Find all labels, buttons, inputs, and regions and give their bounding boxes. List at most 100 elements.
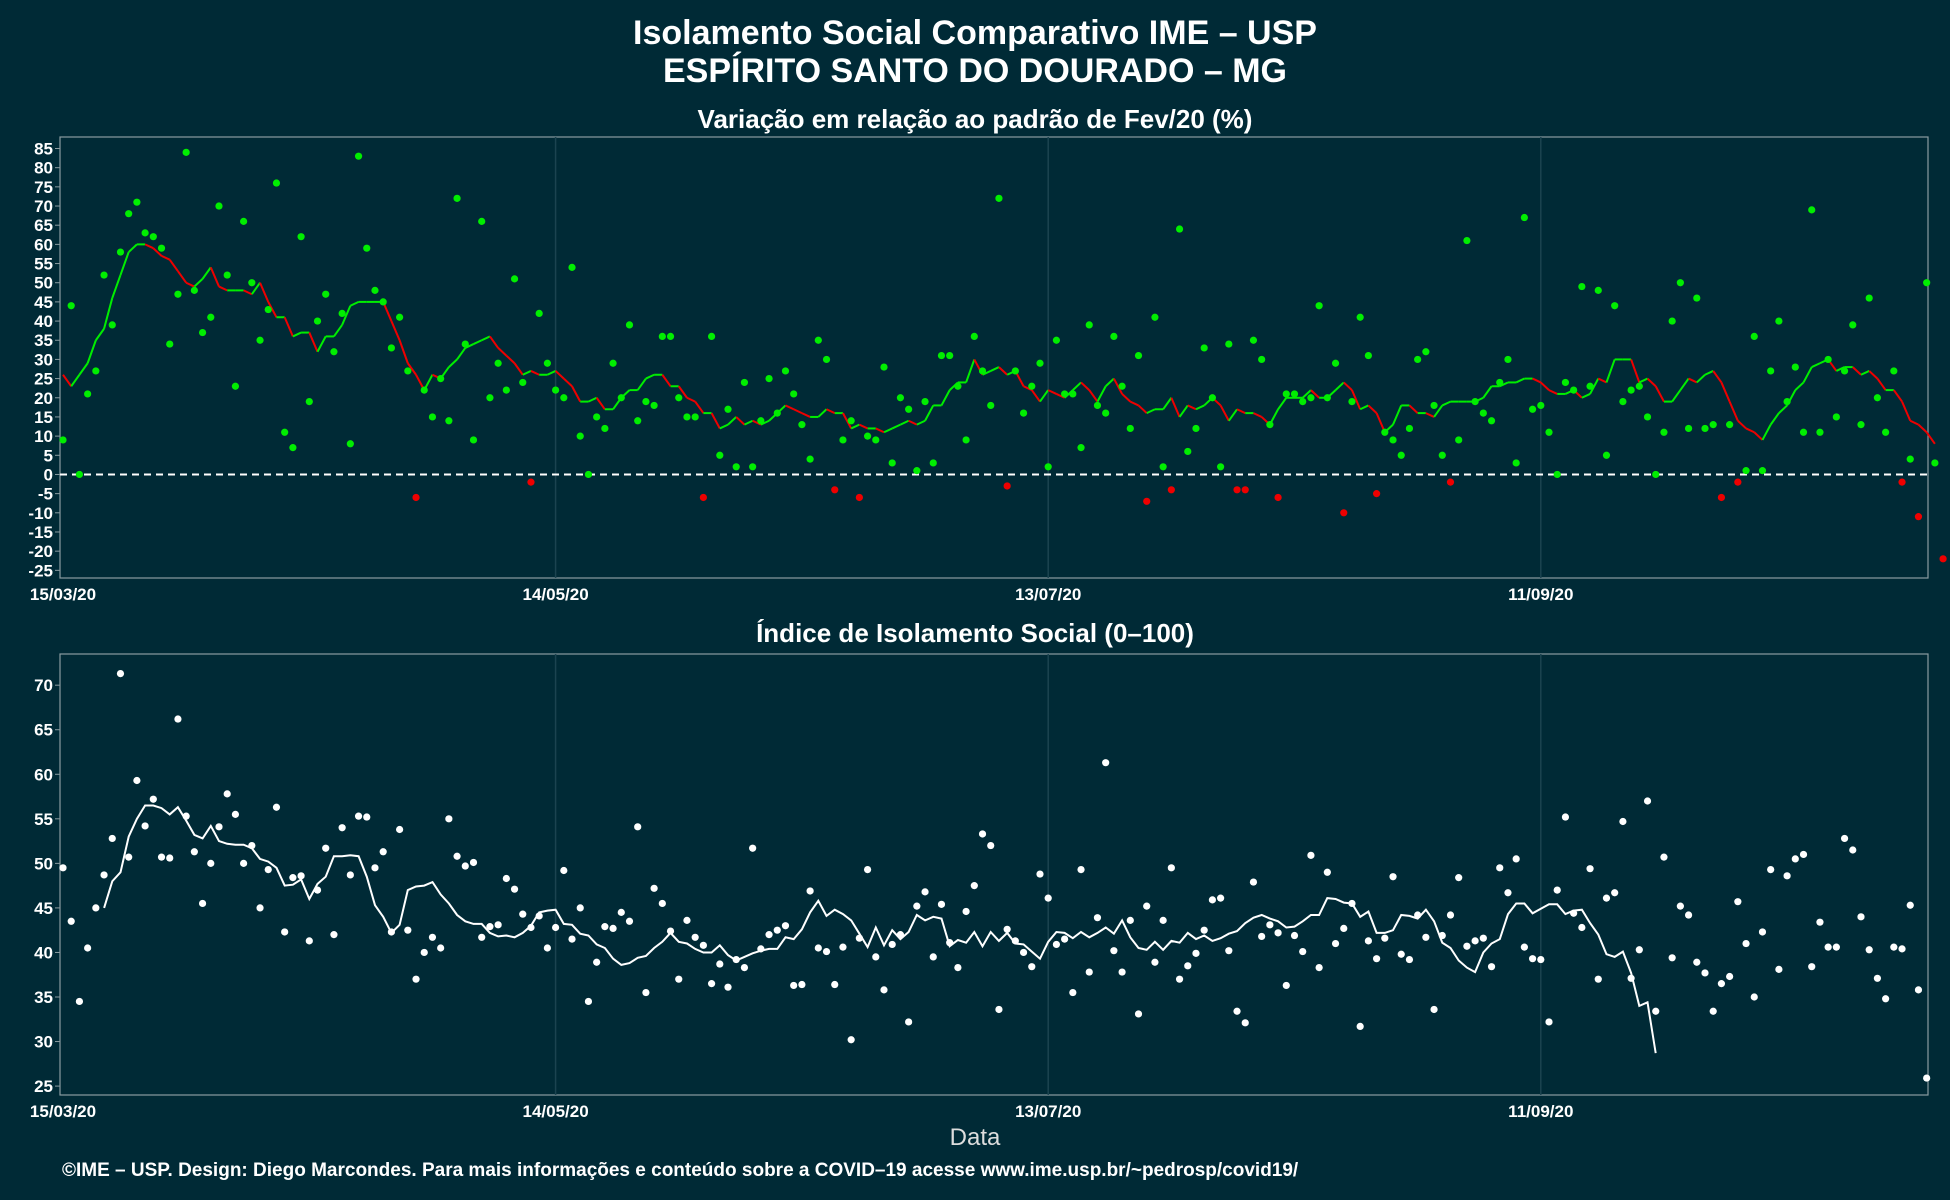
top-moving-average-segment (168, 259, 179, 272)
top-moving-average-segment (209, 266, 220, 287)
top-data-point (1455, 436, 1463, 444)
top-data-point (174, 290, 182, 298)
top-y-tick-label: 25 (34, 370, 53, 389)
bottom-data-point (905, 1018, 913, 1026)
top-data-point (1274, 493, 1282, 502)
top-data-point (1709, 421, 1717, 429)
bottom-data-point (1118, 968, 1126, 976)
top-data-point (1118, 382, 1126, 390)
bottom-data-point (1184, 962, 1192, 970)
x-axis-label: Data (949, 1124, 1001, 1151)
top-data-point (995, 194, 1003, 202)
bottom-data-point (1044, 894, 1052, 902)
bottom-data-point (773, 926, 781, 934)
top-data-point (502, 386, 510, 394)
top-data-point (1405, 424, 1414, 433)
top-data-point (683, 413, 691, 421)
top-data-point (880, 363, 888, 371)
top-moving-average-segment (308, 332, 319, 353)
bottom-data-point (839, 943, 847, 951)
bottom-data-point (1873, 974, 1882, 982)
top-moving-average-segment (1104, 377, 1115, 387)
bottom-data-point (617, 908, 625, 916)
top-data-point (1143, 497, 1151, 505)
bottom-x-tick-label: 11/09/20 (1508, 1102, 1573, 1121)
top-data-point (1364, 351, 1372, 360)
top-y-tick-label: 10 (34, 427, 53, 446)
bottom-data-point (248, 841, 256, 850)
bottom-data-point (658, 899, 666, 908)
top-data-point (658, 332, 666, 341)
bottom-data-point (946, 939, 954, 947)
top-data-point (363, 244, 371, 252)
top-data-point (1397, 451, 1405, 459)
top-panel-title: Variação em relação ao padrão de Fev/20 … (697, 104, 1253, 134)
top-moving-average-segment (1532, 377, 1542, 384)
top-moving-average-segment (78, 362, 89, 376)
bottom-data-point (798, 980, 806, 989)
bottom-data-point (707, 980, 716, 988)
bottom-data-point (535, 912, 543, 920)
top-moving-average-segment (144, 243, 154, 250)
bottom-y-tick-label: 45 (34, 899, 53, 918)
top-data-point (601, 424, 609, 433)
bottom-data-point (1602, 894, 1611, 902)
top-moving-average-segment (1548, 389, 1558, 395)
top-moving-average-segment (1236, 408, 1246, 415)
top-data-point (888, 459, 896, 467)
bottom-data-point (1258, 932, 1266, 941)
bottom-data-point (1061, 935, 1069, 943)
bottom-data-point (790, 981, 798, 990)
top-data-point (338, 309, 346, 317)
top-data-point (1840, 367, 1849, 375)
top-data-point (59, 436, 67, 444)
top-moving-average-segment (349, 300, 359, 307)
bottom-data-point (1898, 945, 1906, 953)
top-data-point (437, 374, 445, 383)
top-moving-average-segment (817, 408, 828, 418)
bottom-data-point (1233, 1007, 1241, 1015)
top-moving-average-segment (1367, 404, 1378, 414)
top-data-point (305, 398, 313, 406)
top-moving-average-segment (1187, 404, 1197, 411)
bottom-data-point (1775, 965, 1783, 973)
top-moving-average-segment (1852, 366, 1862, 376)
top-data-point (1652, 470, 1660, 479)
top-moving-average-segment (1712, 370, 1723, 384)
top-data-point (1093, 401, 1102, 410)
top-y-tick-label: 75 (34, 178, 53, 197)
top-data-point (215, 202, 223, 210)
top-data-point (978, 367, 987, 375)
top-data-point (1331, 359, 1340, 367)
top-moving-average-segment (1811, 362, 1821, 368)
top-moving-average-segment (1868, 370, 1879, 380)
top-moving-average-segment (341, 305, 352, 326)
top-moving-average-segment (1392, 405, 1403, 426)
top-data-point (642, 398, 650, 406)
top-y-tick-label: 60 (34, 235, 53, 254)
top-data-point (371, 286, 379, 294)
top-data-point (937, 351, 946, 360)
bottom-data-point (305, 937, 313, 945)
bottom-data-point (387, 928, 395, 936)
bottom-data-point (371, 864, 379, 872)
top-data-point (1882, 428, 1890, 436)
bottom-data-point (1323, 868, 1331, 876)
bottom-data-point (1594, 975, 1602, 983)
top-moving-average-segment (1302, 389, 1312, 399)
top-data-point (207, 313, 215, 321)
top-data-point (1200, 344, 1208, 352)
top-moving-average-segment (1162, 397, 1173, 410)
bottom-data-point (1816, 918, 1824, 926)
top-data-point (560, 394, 568, 402)
bottom-data-point (1890, 943, 1898, 951)
bottom-data-point (1134, 1010, 1143, 1018)
bottom-data-point (593, 958, 601, 966)
top-data-point (289, 444, 297, 452)
top-data-point (1578, 282, 1586, 291)
bottom-data-point (67, 917, 75, 925)
top-moving-average-segment (86, 339, 97, 364)
bottom-data-point (1069, 988, 1077, 997)
top-moving-average-segment (243, 289, 253, 296)
top-moving-average-segment (218, 285, 228, 292)
